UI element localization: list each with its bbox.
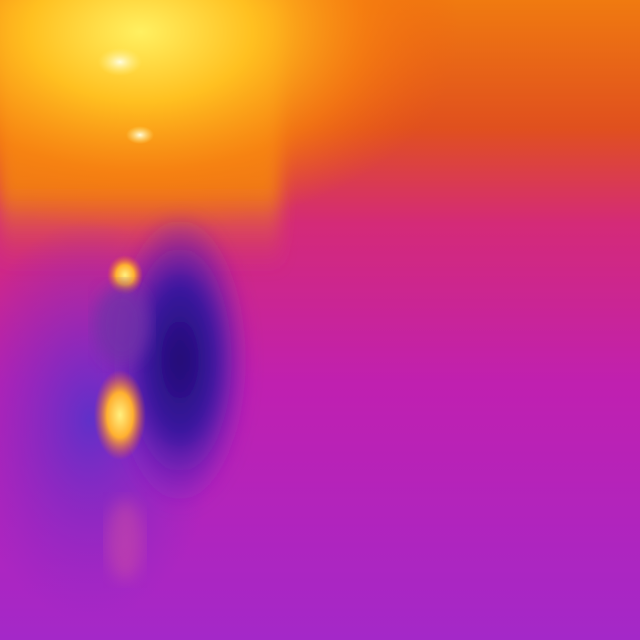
reflection: [107, 500, 143, 580]
light: [126, 126, 154, 144]
cold-figure: [110, 210, 250, 510]
person-body: [94, 285, 150, 365]
person-legs: [94, 370, 146, 460]
light: [98, 48, 142, 76]
person-head: [107, 255, 143, 295]
